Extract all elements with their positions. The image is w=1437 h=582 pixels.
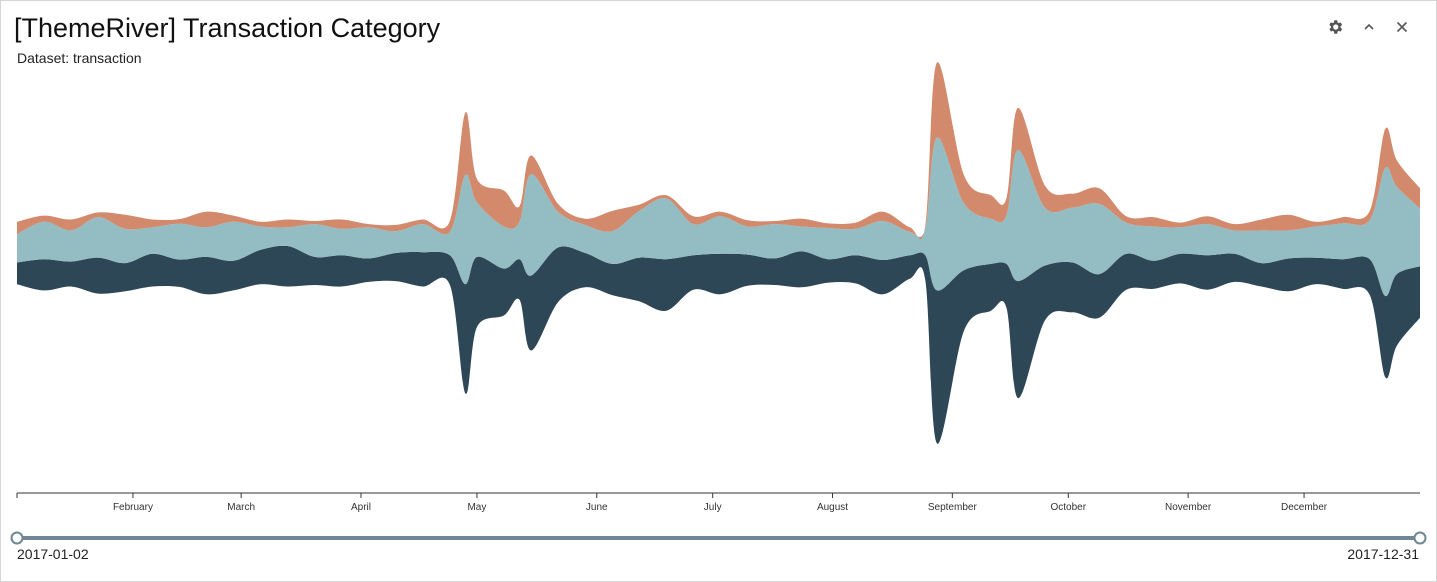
streams-layer — [17, 62, 1420, 444]
date-range-slider[interactable] — [10, 531, 1427, 545]
range-start-label: 2017-01-02 — [17, 546, 89, 562]
x-tick-label: May — [467, 502, 486, 513]
x-tick-label: August — [817, 502, 848, 513]
chevron-up-icon — [1364, 23, 1374, 30]
close-icon — [1396, 21, 1408, 33]
x-tick-label: December — [1281, 502, 1328, 513]
x-tick-label: November — [1165, 502, 1212, 513]
x-tick-label: June — [586, 502, 608, 513]
range-start-handle[interactable] — [10, 531, 24, 545]
x-tick-label: April — [351, 502, 371, 513]
range-end-label: 2017-12-31 — [1347, 546, 1419, 562]
x-tick-label: July — [704, 502, 722, 513]
x-tick-label: October — [1050, 502, 1086, 513]
stream-layer-3[interactable] — [17, 62, 1420, 239]
stream-layer-2[interactable] — [17, 137, 1420, 297]
settings-button[interactable] — [1323, 15, 1347, 39]
dataset-label: Dataset: transaction — [17, 50, 142, 66]
gear-icon — [1329, 20, 1343, 34]
collapse-button[interactable] — [1357, 15, 1381, 39]
stream-layer-1[interactable] — [17, 245, 1420, 444]
range-end-handle[interactable] — [1413, 531, 1427, 545]
x-tick-label: March — [227, 502, 255, 513]
x-tick-label: February — [113, 502, 153, 513]
x-axis: February March April May June July August Septe… — [16, 492, 1420, 513]
x-tick-label: September — [928, 502, 978, 513]
close-button[interactable] — [1390, 15, 1414, 39]
chart-title: [ThemeRiver] Transaction Category — [14, 13, 441, 43]
